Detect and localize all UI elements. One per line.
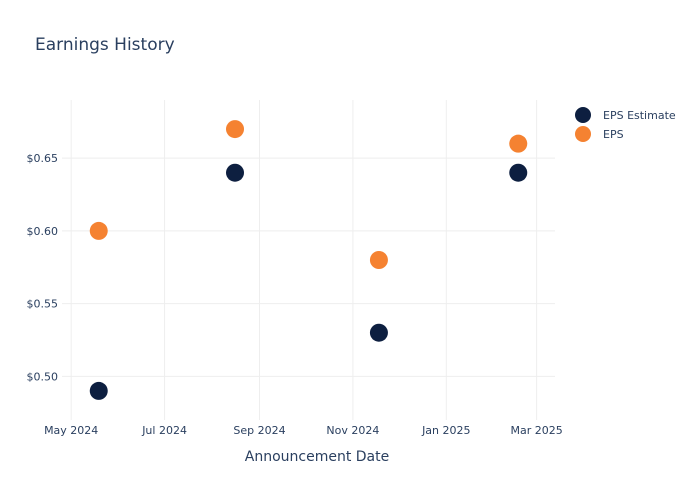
eps-estimate-point[interactable] bbox=[370, 324, 388, 342]
x-tick-label: Jul 2024 bbox=[141, 424, 187, 437]
x-tick-label: Nov 2024 bbox=[326, 424, 379, 437]
x-tick-label: Jan 2025 bbox=[421, 424, 470, 437]
x-tick-label: Sep 2024 bbox=[233, 424, 285, 437]
eps-point[interactable] bbox=[90, 222, 108, 240]
eps-estimate-point[interactable] bbox=[509, 164, 527, 182]
point-layer bbox=[90, 120, 528, 400]
y-tick-label: $0.60 bbox=[27, 225, 59, 238]
legend-marker bbox=[575, 126, 591, 142]
legend-marker bbox=[575, 107, 591, 123]
eps-estimate-point[interactable] bbox=[226, 164, 244, 182]
eps-point[interactable] bbox=[370, 251, 388, 269]
y-tick-label: $0.55 bbox=[27, 298, 59, 311]
eps-point[interactable] bbox=[226, 120, 244, 138]
y-tick-label: $0.65 bbox=[27, 152, 59, 165]
legend[interactable]: EPS Estimate EPS bbox=[575, 107, 676, 142]
x-axis-title: Announcement Date bbox=[245, 449, 389, 465]
legend-label: EPS Estimate bbox=[603, 109, 676, 122]
y-tick-label: $0.50 bbox=[27, 370, 59, 383]
x-tick-label: Mar 2025 bbox=[511, 424, 563, 437]
x-tick-label: May 2024 bbox=[44, 424, 98, 437]
grid-layer bbox=[62, 100, 555, 420]
eps-point[interactable] bbox=[509, 135, 527, 153]
legend-item[interactable]: EPS bbox=[575, 126, 624, 142]
legend-label: EPS bbox=[603, 128, 624, 141]
chart-title: Earnings History bbox=[35, 35, 175, 55]
legend-item[interactable]: EPS Estimate bbox=[575, 107, 676, 123]
eps-estimate-point[interactable] bbox=[90, 382, 108, 400]
